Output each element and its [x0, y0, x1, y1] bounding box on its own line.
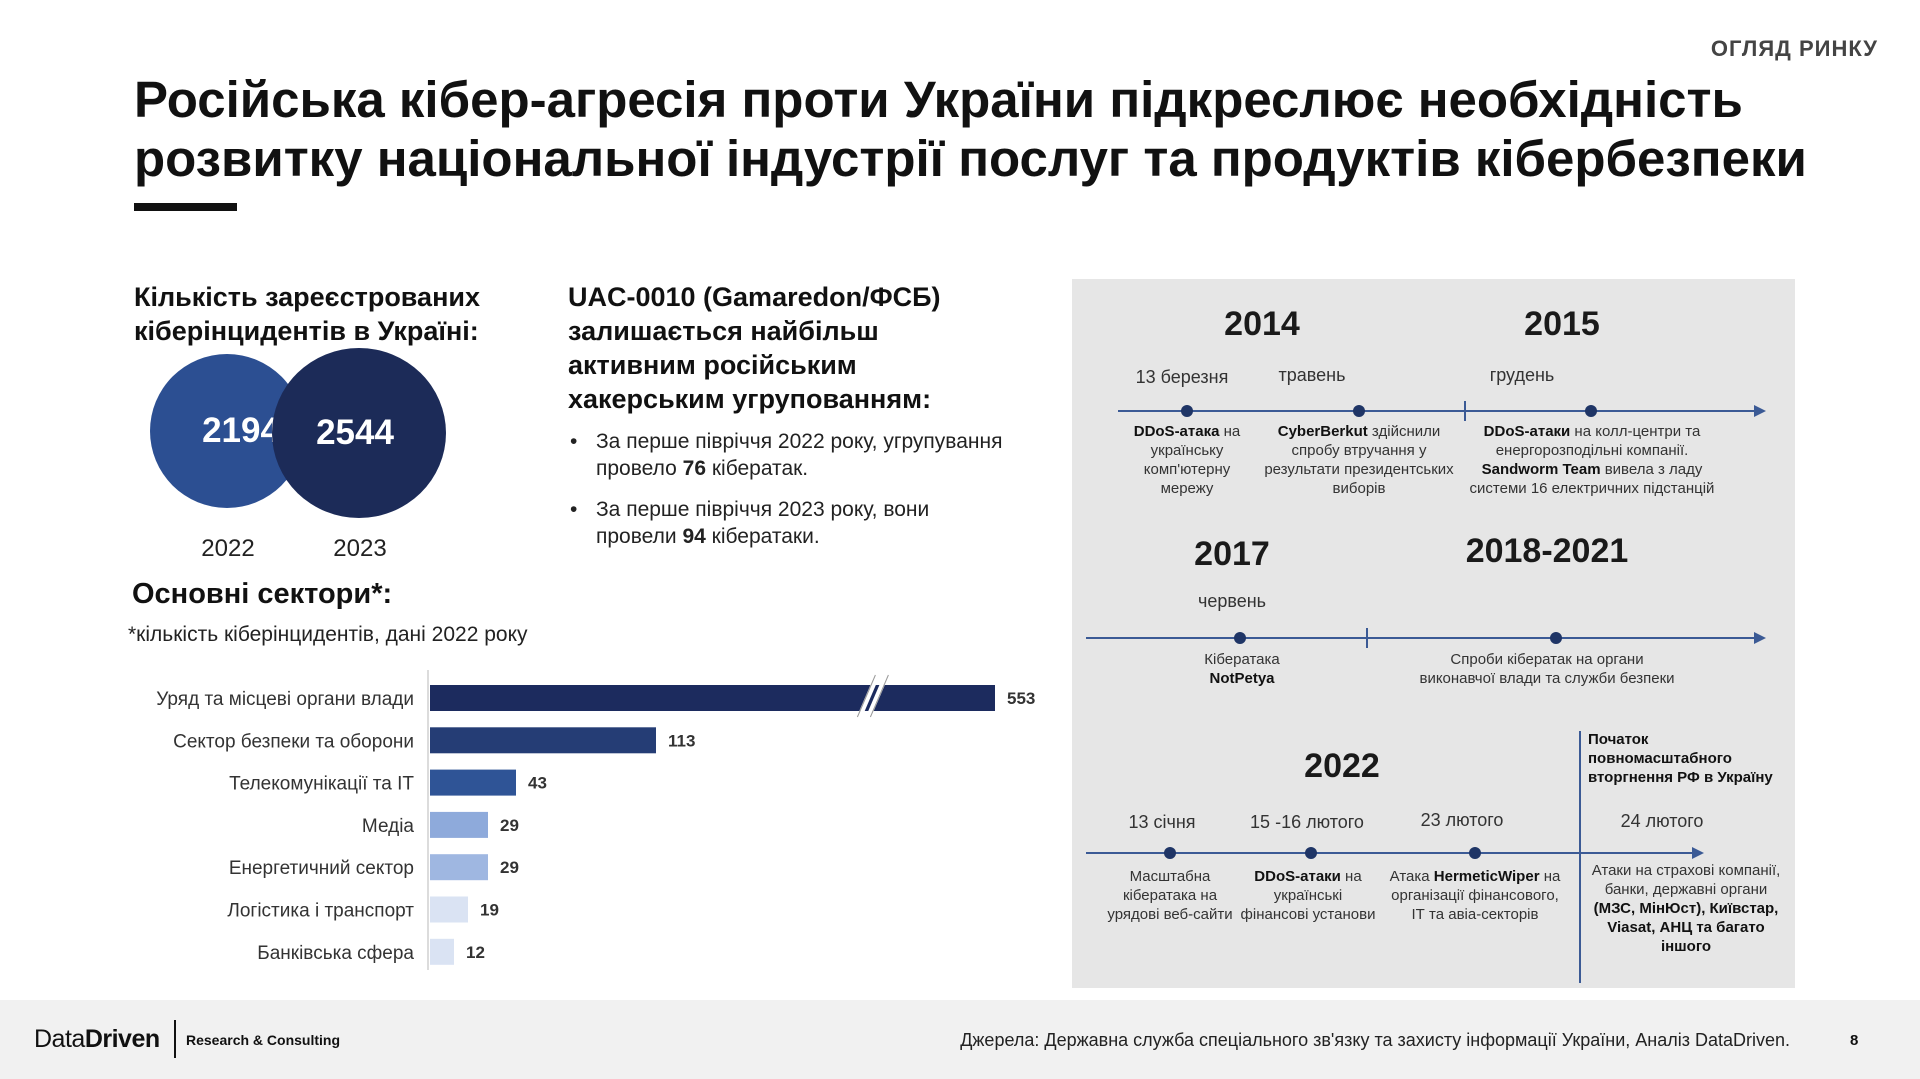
sector-value-label: 29: [500, 858, 519, 877]
sources-note: Джерела: Державна служба спеціального зв…: [960, 1030, 1790, 1050]
timeline-arrow-icon: [1754, 405, 1766, 417]
sector-label: Банківська сфера: [257, 943, 414, 964]
timeline-year-2022: 2022: [1304, 747, 1380, 785]
timeline-date: 15 -16 лютого: [1250, 812, 1364, 832]
timeline-event-description: Атака HermeticWiper на організації фінан…: [1389, 868, 1561, 923]
timeline-axis: [1086, 637, 1756, 639]
timeline-year-2018-2021: 2018-2021: [1465, 532, 1629, 570]
title-underline: [134, 203, 237, 211]
timeline-year-2017: 2017: [1194, 535, 1270, 573]
timeline-event-dot: [1181, 405, 1193, 417]
incidents-heading: Кількість зареєстрованих кіберінцидентів…: [134, 282, 480, 346]
timeline-date: червень: [1197, 591, 1267, 611]
invasion-marker: [1579, 731, 1581, 983]
footer: [0, 1000, 1920, 1079]
brand-divider: [174, 1020, 176, 1058]
timeline-event-dot: [1353, 405, 1365, 417]
sector-value-label: 12: [466, 943, 485, 962]
timeline-date: 13 січня: [1128, 812, 1196, 832]
timeline-date: 23 лютого: [1420, 810, 1504, 830]
timeline-event-dot: [1469, 847, 1481, 859]
sector-bar: [430, 896, 468, 923]
sector-value-label: 19: [480, 901, 499, 920]
timeline-year-2014: 2014: [1224, 305, 1300, 343]
incidents-value-2022: 2194: [202, 411, 280, 450]
sector-label: Уряд та місцеві органи влади: [156, 689, 414, 710]
sector-value-label: 553: [1007, 689, 1035, 708]
timeline-date: 13 березня: [1135, 367, 1229, 387]
page-title: Російська кібер-агресія проти України пі…: [134, 71, 1807, 187]
timeline-event-dot: [1550, 632, 1562, 644]
timeline-date: грудень: [1489, 365, 1555, 385]
sector-bar: [430, 685, 995, 711]
incidents-year-2023: 2023: [333, 535, 387, 562]
sector-bar: [430, 938, 454, 965]
sector-value-label: 29: [500, 816, 519, 835]
sectors-footnote: *кількість кіберінцидентів, дані 2022 ро…: [128, 623, 528, 646]
sector-label: Телекомунікації та ІТ: [229, 774, 414, 795]
timeline-event-description: DDoS-атаки на українські фінансові устан…: [1240, 868, 1376, 923]
page-number: 8: [1850, 1032, 1859, 1049]
timeline-event-description: DDoS-атака на українську комп'ютерну мер…: [1133, 423, 1241, 497]
incidents-circle-2023: 2544: [272, 348, 446, 518]
sector-value-label: 43: [528, 774, 547, 793]
sectors-bar-chart: Уряд та місцеві органи влади 553 Сектор бе…: [156, 670, 1035, 970]
sector-label: Медіа: [362, 816, 414, 837]
incidents-value-2023: 2544: [316, 413, 394, 452]
timeline-arrow-icon: [1692, 847, 1704, 859]
timeline-event-dot: [1234, 632, 1246, 644]
timeline-axis: [1086, 852, 1694, 854]
timeline-year-2015: 2015: [1524, 305, 1600, 343]
timeline-event-description: Спроби кібератак на органи виконавчої вл…: [1419, 651, 1675, 687]
timeline-axis: [1118, 410, 1756, 412]
timeline-year-separator: [1464, 401, 1466, 421]
sector-bar: [430, 727, 656, 754]
uac-bullet: За перше півріччя 2023 року, вони провел…: [566, 496, 1006, 550]
sector-bar: [430, 854, 488, 881]
timeline-event-description: Кібератака NotPetya: [1204, 651, 1280, 687]
timeline-event-description: Атаки на страхові компанії, банки, держа…: [1591, 862, 1781, 955]
timeline-event-dot: [1164, 847, 1176, 859]
sector-bar: [430, 811, 488, 838]
axis-break-icon: [856, 674, 889, 718]
timeline-date: травень: [1278, 365, 1346, 385]
uac-bullet: За перше півріччя 2022 року, угрупування…: [566, 428, 1006, 482]
section-tag: ОГЛЯД РИНКУ: [1710, 36, 1878, 61]
uac-heading: UAC-0010 (Gamaredon/ФСБ) залишається най…: [568, 282, 941, 414]
timeline-year-separator: [1366, 628, 1368, 648]
sector-label: Сектор безпеки та оборони: [173, 731, 414, 752]
brand-logo: DataDriven: [34, 1025, 160, 1053]
timeline-event-dot: [1305, 847, 1317, 859]
uac-bullet-list: За перше півріччя 2022 року, угрупування…: [566, 428, 1006, 564]
sector-label: Логістика і транспорт: [227, 901, 414, 922]
timeline-panel: 2014 2015 13 березня травень грудень DDo…: [1072, 279, 1795, 988]
invasion-note: Початок повномасштабного вторгнення РФ в…: [1588, 731, 1773, 786]
timeline-event-description: CyberBerkut здійснили спробу втручання у…: [1264, 423, 1454, 497]
incidents-year-2022: 2022: [201, 535, 255, 562]
sector-bar: [430, 769, 516, 796]
sectors-heading: Основні сектори*:: [132, 578, 393, 610]
timeline-arrow-icon: [1754, 632, 1766, 644]
sector-value-label: 113: [668, 731, 695, 750]
brand-tagline: Research & Consulting: [186, 1032, 341, 1048]
timeline-event-description: DDoS-атаки на колл-центри та енергорозпо…: [1469, 423, 1715, 497]
sector-label: Енергетичний сектор: [229, 858, 414, 879]
timeline-event-description: Масштабна кібератака на урядові веб-сайт…: [1107, 868, 1233, 923]
timeline-date: 24 лютого: [1620, 811, 1704, 831]
timeline-event-dot: [1585, 405, 1597, 417]
